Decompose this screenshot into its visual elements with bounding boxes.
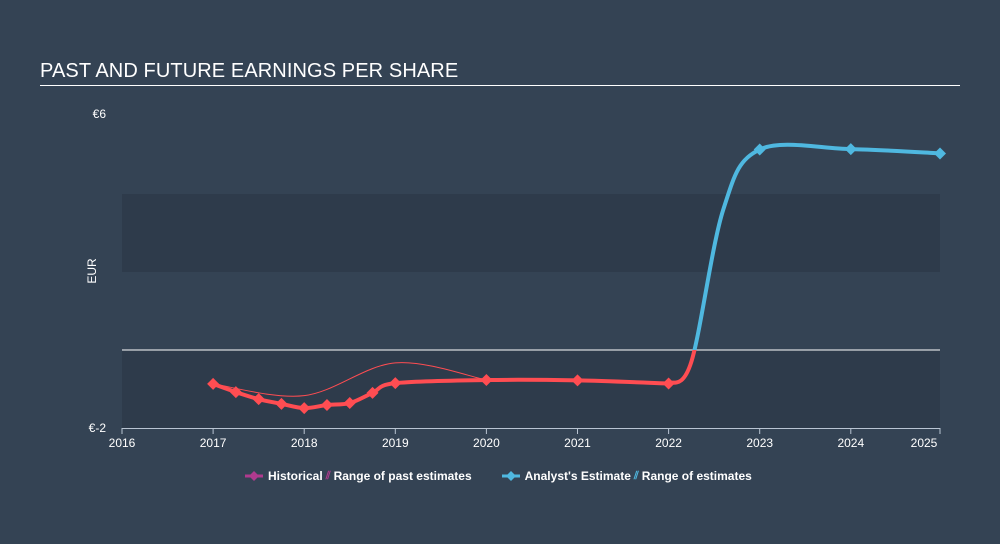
historical-point [343, 397, 356, 410]
historical-marker-icon [245, 471, 263, 481]
plot-band [122, 350, 940, 428]
y-axis-title: EUR [85, 258, 99, 284]
x-tick-label: 2021 [564, 436, 591, 450]
x-tick-label: 2024 [837, 436, 864, 450]
historical-point [275, 397, 288, 410]
x-tick-label: 2023 [746, 436, 773, 450]
estimate-line-negative [667, 350, 697, 386]
x-tick-label: 2022 [655, 436, 682, 450]
estimate-point [934, 147, 946, 160]
plot-band [122, 194, 940, 272]
historical-point [571, 374, 584, 387]
legend-estimate[interactable]: Analyst's Estimate ⫽ Range of estimates [501, 469, 752, 483]
x-tick-label: 2025 [911, 436, 938, 450]
legend-historical[interactable]: Historical ⫽ Range of past estimates [245, 469, 472, 483]
y-tick-label: €-2 [89, 421, 107, 435]
historical-point [298, 402, 311, 415]
legend-future-range-label: Range of estimates [641, 469, 752, 483]
historical-point [480, 374, 493, 387]
historical-point [207, 377, 220, 390]
x-tick-label: 2017 [200, 436, 227, 450]
historical-point [229, 386, 242, 399]
x-tick-label: 2018 [291, 436, 318, 450]
legend-historical-label: Historical [268, 469, 323, 483]
legend-estimate-label: Analyst's Estimate [524, 469, 631, 483]
x-tick-label: 2016 [109, 436, 136, 450]
estimate-marker-icon [501, 471, 520, 481]
x-tick-label: 2020 [473, 436, 500, 450]
historical-point [320, 398, 333, 411]
historical-point [366, 386, 379, 399]
x-tick-label: 2019 [382, 436, 409, 450]
estimate-point [844, 143, 857, 156]
legend-past-range-label: Range of past estimates [333, 469, 472, 483]
y-tick-label: €6 [93, 107, 107, 121]
hatch-icon: ⫽ [633, 469, 639, 482]
historical-point [252, 393, 265, 406]
chart-legend: Historical ⫽ Range of past estimates Ana… [245, 469, 752, 483]
historical-point [389, 377, 402, 390]
past-estimates-line [213, 362, 487, 397]
hatch-icon: ⫽ [325, 469, 331, 482]
title-divider [40, 85, 960, 86]
chart-title: PAST AND FUTURE EARNINGS PER SHARE [40, 60, 459, 82]
estimate-point [753, 143, 766, 156]
historical-point [662, 377, 675, 390]
estimate-line [692, 142, 942, 350]
